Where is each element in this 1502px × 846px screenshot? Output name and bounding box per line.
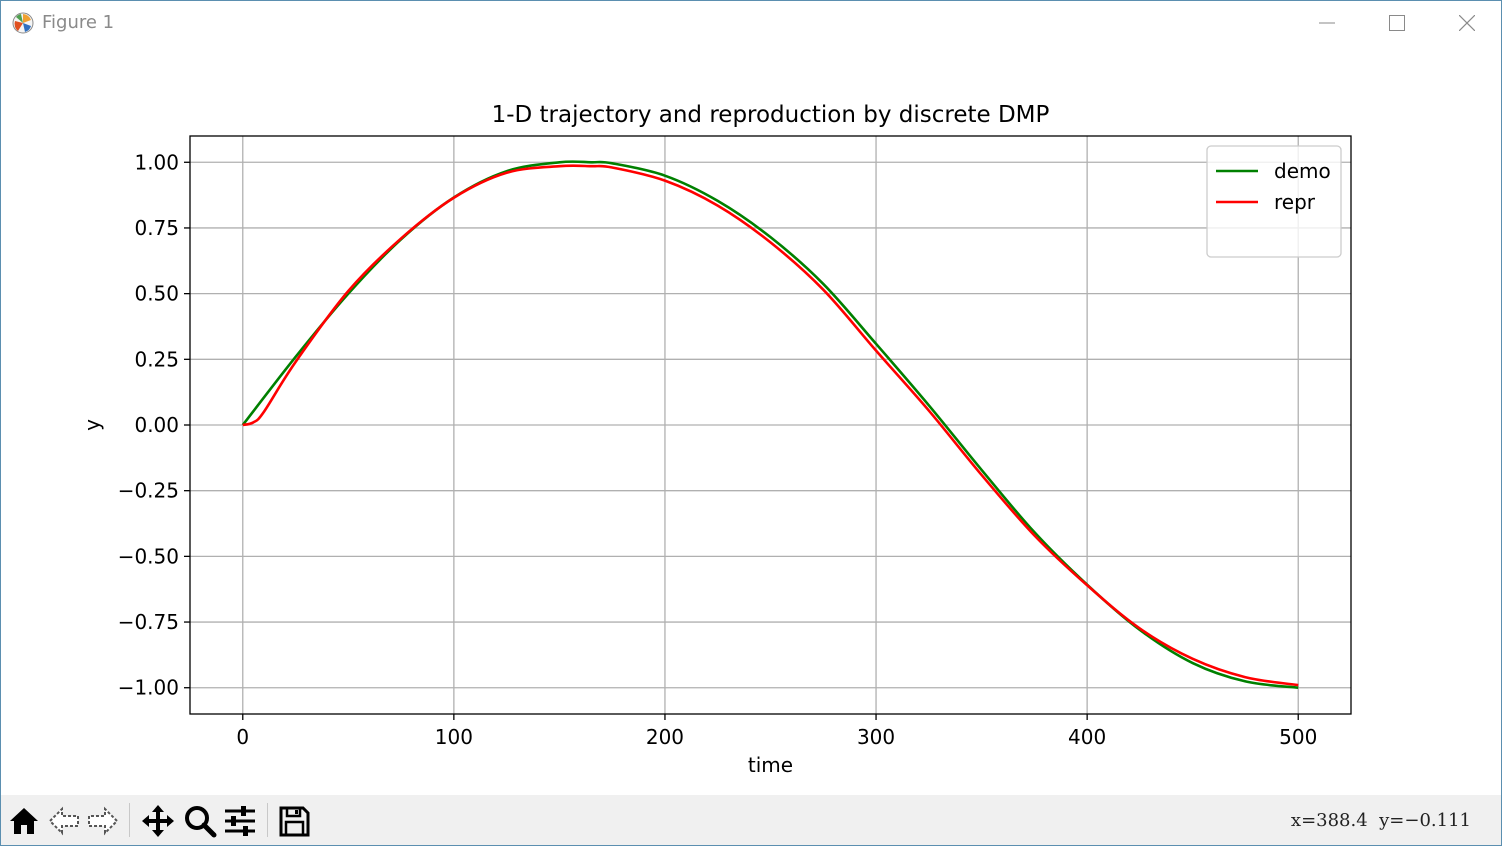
ticks: 0 100 200 300 400 500 −1.00 −0.75 −0.50 −0.25 0.00… (118, 150, 1318, 749)
navigation-toolbar: x=388.4 y=−0.111 (1, 795, 1501, 845)
configure-subplots-button[interactable] (222, 803, 258, 839)
matplotlib-icon (12, 12, 34, 34)
back-button[interactable] (46, 803, 82, 839)
maximize-icon (1389, 15, 1405, 31)
legend: demo repr (1206, 145, 1342, 258)
y-tick-label: −0.25 (118, 479, 179, 503)
minimize-icon (1319, 22, 1335, 24)
save-button[interactable] (276, 803, 312, 839)
x-tick-label: 300 (857, 725, 895, 749)
x-tick-label: 100 (435, 725, 473, 749)
y-axis-label: y (80, 419, 104, 431)
x-tick-label: 200 (646, 725, 684, 749)
maximize-button[interactable] (1362, 1, 1432, 45)
sliders-icon (225, 806, 255, 836)
window-title: Figure 1 (42, 12, 115, 33)
chart-title: 1-D trajectory and reproduction by discr… (492, 102, 1050, 128)
x-axis-label: time (748, 753, 793, 777)
y-tick-label: −1.00 (118, 676, 179, 700)
zoom-button[interactable] (182, 803, 218, 839)
y-tick-label: 0.25 (134, 347, 179, 371)
grid (190, 136, 1351, 714)
cursor-coordinates: x=388.4 y=−0.111 (1290, 810, 1471, 831)
title-bar[interactable]: Figure 1 (1, 1, 1501, 45)
legend-label-repr: repr (1274, 190, 1316, 214)
plot-canvas[interactable]: 0 100 200 300 400 500 −1.00 −0.75 −0.50 −0.25 0.00… (1, 45, 1501, 795)
close-icon (1459, 15, 1475, 31)
forward-arrow-icon (88, 806, 119, 836)
move-icon (142, 805, 174, 837)
home-button[interactable] (6, 803, 42, 839)
series-layer (241, 160, 1299, 690)
close-button[interactable] (1432, 1, 1501, 45)
legend-frame (1206, 145, 1342, 258)
magnifier-icon (185, 806, 217, 838)
back-arrow-icon (48, 806, 79, 836)
x-tick-label: 0 (236, 725, 249, 749)
y-tick-label: 0.00 (134, 413, 179, 437)
y-tick-label: 0.50 (134, 282, 179, 306)
x-tick-label: 500 (1279, 725, 1317, 749)
y-tick-label: 1.00 (134, 150, 179, 174)
home-icon (10, 808, 38, 834)
chart[interactable]: 0 100 200 300 400 500 −1.00 −0.75 −0.50 −0.25 0.00… (1, 45, 1501, 795)
floppy-disk-icon (279, 806, 310, 837)
y-tick-label: 0.75 (134, 216, 179, 240)
forward-button[interactable] (85, 803, 121, 839)
y-tick-label: −0.50 (118, 544, 179, 568)
toolbar-separator (267, 803, 268, 837)
x-tick-label: 400 (1068, 725, 1106, 749)
pan-button[interactable] (140, 803, 176, 839)
legend-label-demo: demo (1274, 159, 1331, 183)
series-line-repr (242, 164, 1299, 687)
y-tick-label: −0.75 (118, 610, 179, 634)
minimize-button[interactable] (1292, 1, 1362, 45)
toolbar-separator (129, 803, 130, 837)
